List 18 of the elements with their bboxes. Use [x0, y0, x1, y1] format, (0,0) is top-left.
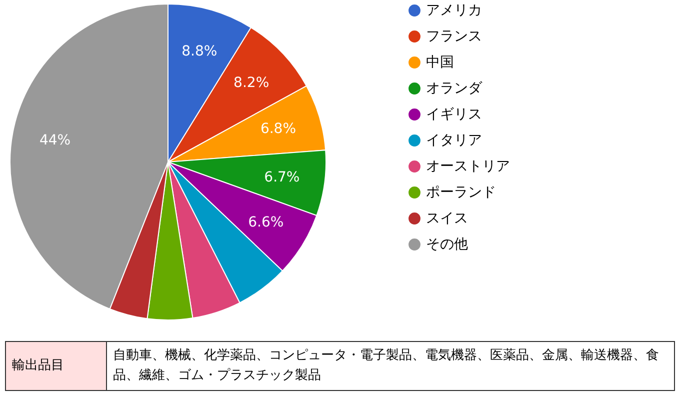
legend-label: イギリス	[426, 106, 482, 122]
legend-label: オーストリア	[426, 158, 510, 174]
legend-label: オランダ	[426, 80, 483, 96]
data-label: 6.8%	[260, 121, 296, 138]
text: 自動車、機械、化学薬品、コンピュータ・電子製品、電気機器、医薬品、金属、輸送機器、食品、繊維、ゴム・プラスチック製品	[106, 342, 674, 390]
legend-label: その他	[426, 236, 468, 252]
legend-label: イタリア	[426, 132, 482, 148]
text: 輸出品目	[6, 342, 106, 390]
data-label: 8.8%	[182, 43, 218, 60]
legend-label: ポーランド	[426, 184, 496, 200]
data-label: 44%	[39, 132, 71, 148]
data-label: 6.6%	[248, 214, 284, 230]
legend-label: アメリカ	[426, 2, 482, 18]
data-label: 8.2%	[234, 74, 270, 91]
legend-label: フランス	[426, 28, 482, 44]
legend-label: 中国	[426, 54, 454, 70]
legend-label: スイス	[426, 210, 468, 226]
data-label: 6.7%	[264, 169, 300, 186]
